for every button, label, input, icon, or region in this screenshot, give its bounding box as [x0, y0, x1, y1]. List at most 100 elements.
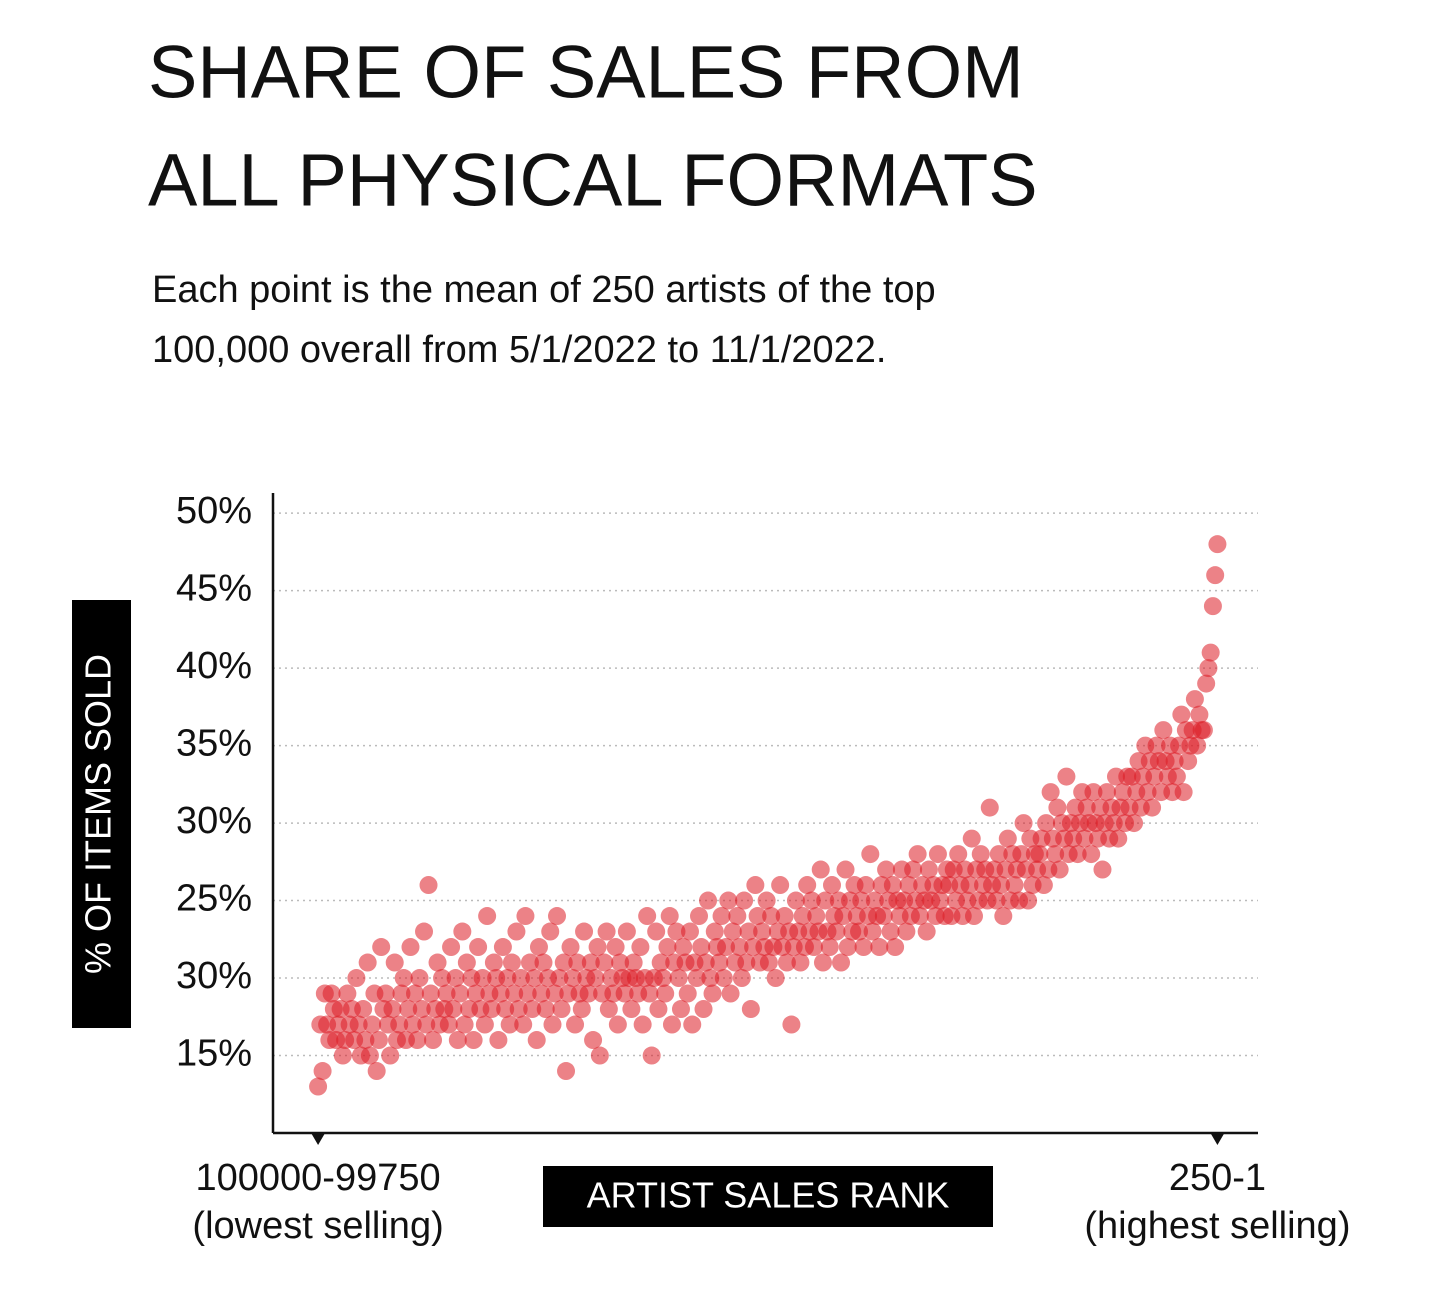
point — [813, 953, 832, 972]
point — [987, 891, 1006, 910]
point — [861, 845, 880, 864]
point — [478, 907, 497, 926]
x-tick-label: 250-1 — [1169, 1157, 1266, 1199]
point — [786, 891, 805, 910]
point — [514, 1015, 533, 1034]
point — [505, 984, 524, 1003]
point — [415, 922, 434, 941]
point — [949, 845, 968, 864]
point — [561, 938, 580, 957]
point — [1057, 767, 1076, 786]
point — [962, 829, 981, 848]
point — [412, 1000, 431, 1019]
point — [376, 984, 395, 1003]
point — [428, 953, 447, 972]
point — [647, 922, 666, 941]
point — [507, 922, 526, 941]
point — [527, 1031, 546, 1050]
point — [791, 953, 810, 972]
point — [971, 845, 990, 864]
chart-subtitle: Each point is the mean of 250 artists of… — [152, 269, 936, 311]
point — [421, 984, 440, 1003]
point — [466, 984, 485, 1003]
y-tick-label: 40% — [176, 645, 252, 687]
point — [777, 953, 796, 972]
point — [606, 938, 625, 957]
x-annotation: (highest selling) — [1084, 1205, 1350, 1247]
point — [338, 984, 357, 1003]
point — [360, 1046, 379, 1065]
point — [886, 938, 905, 957]
y-label-box — [72, 600, 131, 1028]
point — [863, 922, 882, 941]
point — [1201, 643, 1220, 662]
point — [333, 1046, 352, 1065]
point — [662, 1015, 681, 1034]
point — [638, 907, 657, 926]
point — [453, 922, 472, 941]
point — [392, 984, 411, 1003]
point — [493, 938, 512, 957]
point — [536, 1000, 555, 1019]
point — [811, 860, 830, 879]
point — [877, 860, 896, 879]
point — [1113, 783, 1132, 802]
point — [469, 938, 488, 957]
point — [541, 922, 560, 941]
point — [358, 953, 377, 972]
point — [775, 907, 794, 926]
point — [433, 969, 452, 988]
point — [1147, 736, 1166, 755]
point — [410, 969, 429, 988]
point — [572, 1000, 591, 1019]
point — [917, 922, 936, 941]
point — [1199, 659, 1218, 678]
point — [529, 938, 548, 957]
point — [1145, 767, 1164, 786]
point — [633, 1015, 652, 1034]
point — [597, 922, 616, 941]
y-tick-label: 30% — [176, 955, 252, 997]
point — [658, 938, 677, 957]
point — [624, 953, 643, 972]
point — [548, 907, 567, 926]
point — [347, 969, 366, 988]
point — [1154, 721, 1173, 740]
point — [1093, 860, 1112, 879]
point — [994, 907, 1013, 926]
point — [586, 969, 605, 988]
point — [424, 1031, 443, 1050]
point — [701, 969, 720, 988]
point — [832, 953, 851, 972]
point — [739, 922, 758, 941]
point — [1165, 752, 1184, 771]
point — [798, 876, 817, 895]
point — [714, 969, 733, 988]
chart-title: ALL PHYSICAL FORMATS — [148, 139, 1038, 222]
point — [748, 907, 767, 926]
point — [678, 984, 697, 1003]
point — [313, 1062, 332, 1081]
point — [383, 1000, 402, 1019]
point — [1097, 783, 1116, 802]
point — [771, 876, 790, 895]
point — [550, 969, 569, 988]
point — [710, 953, 729, 972]
point — [1084, 783, 1103, 802]
point — [1082, 845, 1101, 864]
point — [874, 907, 893, 926]
y-tick-label: 50% — [176, 490, 252, 532]
point — [793, 907, 812, 926]
point — [599, 1000, 618, 1019]
point — [523, 1000, 542, 1019]
point — [989, 845, 1008, 864]
point — [694, 1000, 713, 1019]
point — [998, 829, 1017, 848]
point — [403, 1015, 422, 1034]
point — [611, 953, 630, 972]
point — [834, 907, 853, 926]
point — [642, 1046, 661, 1065]
x-tick — [311, 1133, 326, 1145]
point — [980, 798, 999, 817]
point — [322, 984, 341, 1003]
